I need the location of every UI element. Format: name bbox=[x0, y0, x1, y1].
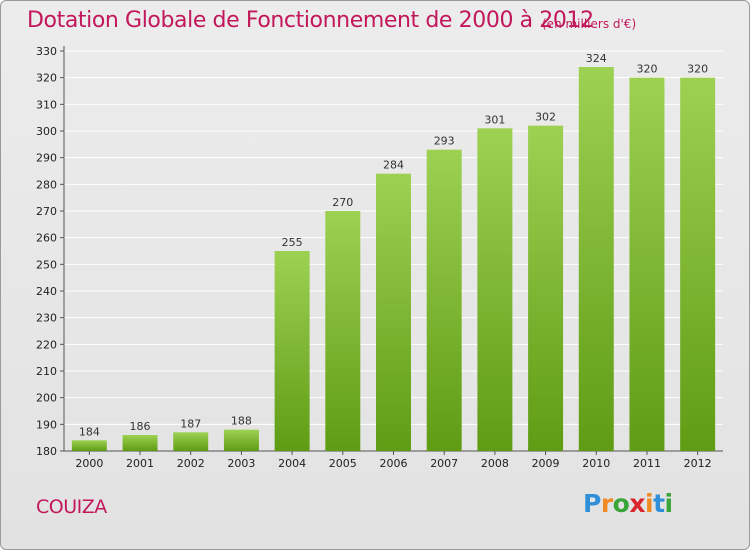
bar-value-label: 255 bbox=[282, 236, 303, 249]
x-tick-label: 2001 bbox=[126, 457, 154, 470]
x-tick-label: 2004 bbox=[278, 457, 306, 470]
y-tick-label: 280 bbox=[36, 178, 57, 191]
bar-2006 bbox=[376, 173, 411, 451]
x-tick-label: 2005 bbox=[329, 457, 357, 470]
x-tick-label: 2011 bbox=[633, 457, 661, 470]
x-tick-label: 2009 bbox=[532, 457, 560, 470]
bar-value-label: 324 bbox=[586, 52, 607, 65]
y-tick-label: 220 bbox=[36, 338, 57, 351]
x-tick-label: 2010 bbox=[582, 457, 610, 470]
bar-2012 bbox=[680, 77, 716, 452]
y-tick-label: 180 bbox=[36, 445, 57, 458]
proxiti-logo[interactable]: Proxiti bbox=[583, 489, 673, 518]
bar-2011 bbox=[629, 77, 665, 452]
commune-name: COUIZA bbox=[36, 496, 107, 518]
bar-value-label: 187 bbox=[180, 417, 201, 430]
x-tick-label: 2008 bbox=[481, 457, 509, 470]
bar-value-label: 320 bbox=[636, 63, 657, 76]
bar-2002 bbox=[173, 432, 209, 451]
y-tick-label: 250 bbox=[36, 258, 57, 271]
x-tick-label: 2006 bbox=[380, 457, 408, 470]
y-tick-label: 310 bbox=[36, 98, 57, 111]
bar-value-label: 301 bbox=[484, 113, 505, 126]
bar-value-label: 270 bbox=[332, 196, 353, 209]
y-tick-label: 330 bbox=[36, 45, 57, 58]
y-tick-label: 300 bbox=[36, 125, 57, 138]
x-tick-label: 2007 bbox=[430, 457, 458, 470]
x-tick-label: 2012 bbox=[684, 457, 712, 470]
bar-labels: 184 186 187 188 255 270 284 293 301 302 324 320 320 bbox=[79, 52, 708, 438]
axes: 180 190 200 210 220 230 240 250 260 270 280 290 300 3… bbox=[36, 45, 723, 470]
y-tick-label: 200 bbox=[36, 392, 57, 405]
bar-2004 bbox=[274, 251, 310, 451]
bar-value-label: 184 bbox=[79, 425, 100, 438]
chart-title: Dotation Globale de Fonctionnement de 20… bbox=[27, 8, 594, 33]
bar-2010 bbox=[578, 67, 614, 451]
bar-2001 bbox=[122, 435, 158, 451]
y-tick-label: 270 bbox=[36, 205, 57, 218]
bar-2005 bbox=[325, 211, 361, 451]
bar-value-label: 284 bbox=[383, 159, 404, 172]
y-tick-label: 190 bbox=[36, 418, 57, 431]
bar-2008 bbox=[477, 128, 513, 451]
bar-value-label: 320 bbox=[687, 63, 708, 76]
bar-2007 bbox=[426, 149, 462, 451]
x-tick-label: 2002 bbox=[177, 457, 205, 470]
bars bbox=[71, 67, 716, 452]
bar-value-label: 293 bbox=[434, 135, 455, 148]
bar-2000 bbox=[71, 440, 107, 451]
y-tick-label: 210 bbox=[36, 365, 57, 378]
bar-value-label: 302 bbox=[535, 111, 556, 124]
chart-unit: (en milliers d'€) bbox=[542, 17, 637, 31]
y-tick-label: 290 bbox=[36, 152, 57, 165]
bar-value-label: 186 bbox=[130, 420, 151, 433]
y-tick-label: 230 bbox=[36, 312, 57, 325]
x-tick-label: 2000 bbox=[75, 457, 103, 470]
bar-2003 bbox=[223, 429, 259, 451]
bar-value-label: 188 bbox=[231, 415, 252, 428]
y-tick-label: 260 bbox=[36, 232, 57, 245]
bar-2009 bbox=[528, 125, 564, 452]
y-tick-label: 240 bbox=[36, 285, 57, 298]
x-tick-label: 2003 bbox=[227, 457, 255, 470]
y-tick-label: 320 bbox=[36, 72, 57, 85]
